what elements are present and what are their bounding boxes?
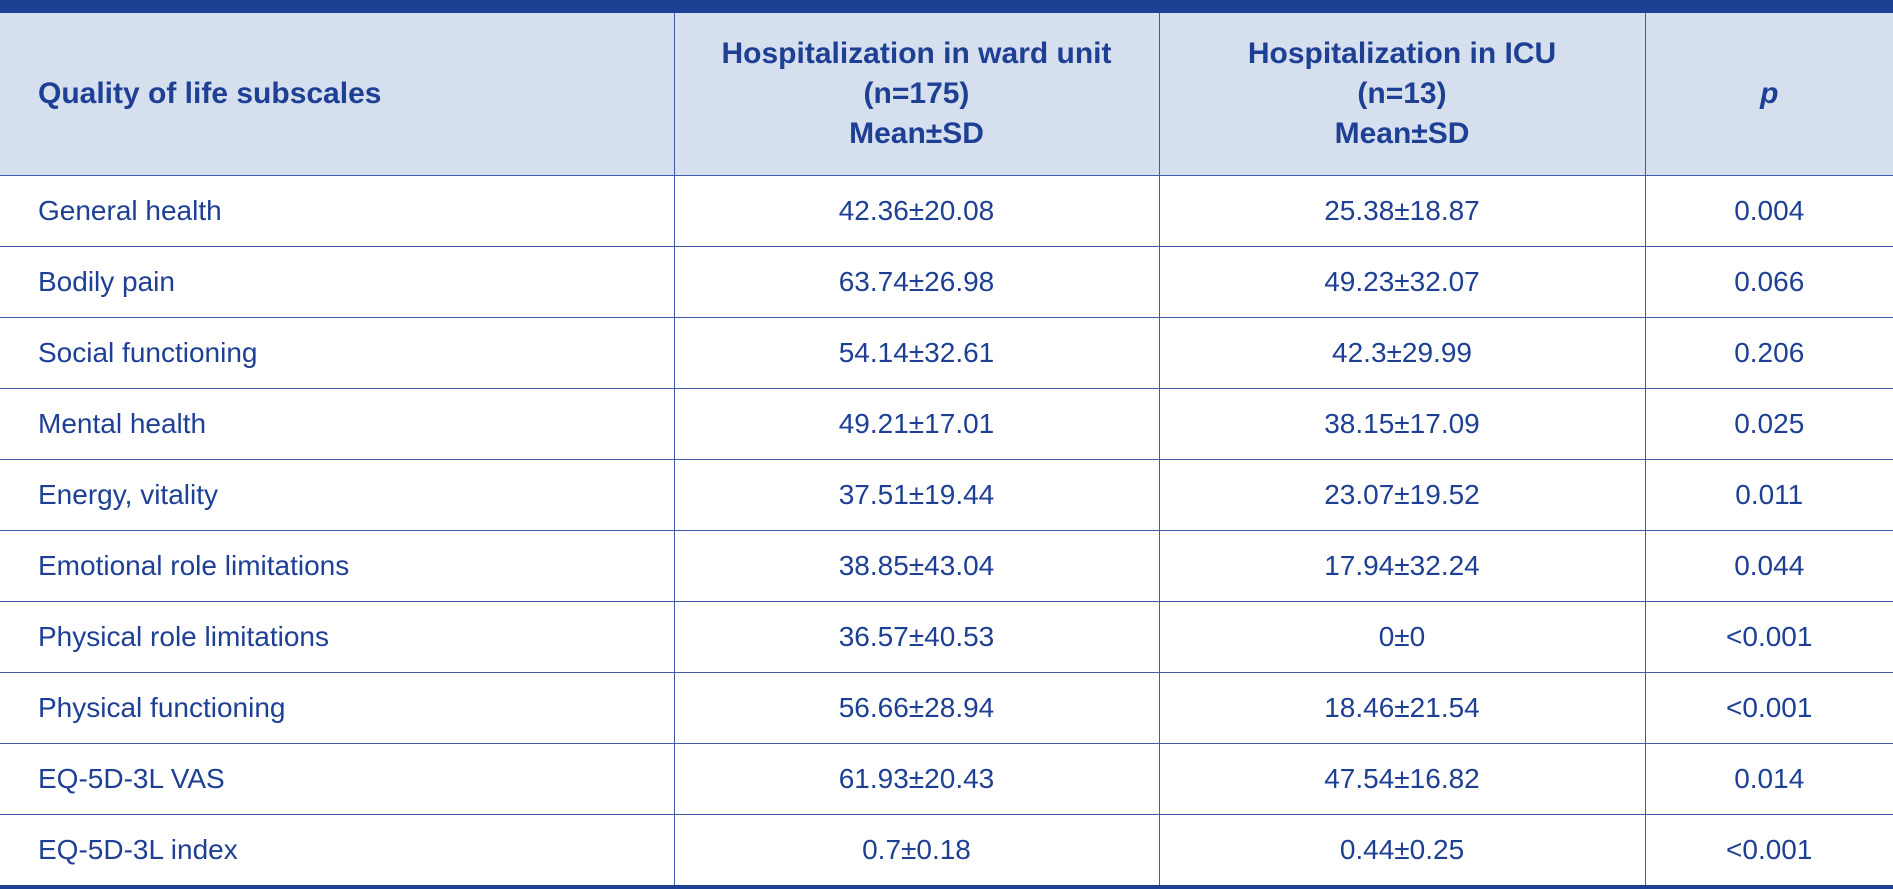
- header-p: p: [1644, 13, 1893, 176]
- cell-ward: 56.66±28.94: [673, 671, 1160, 744]
- cell-p: 0.025: [1644, 387, 1893, 460]
- cell-icu: 0±0: [1158, 600, 1646, 673]
- cell-subscale: Bodily pain: [0, 245, 675, 318]
- header-icu-title: Hospitalization in ICU: [1247, 36, 1557, 70]
- header-subscale: Quality of life subscales: [0, 13, 675, 176]
- cell-ward: 61.93±20.43: [673, 742, 1160, 815]
- cell-ward: 63.74±26.98: [673, 245, 1160, 318]
- table-row: Bodily pain 63.74±26.98 49.23±32.07 0.06…: [0, 245, 1893, 318]
- header-row: Quality of life subscales Hospitalizatio…: [0, 13, 1893, 176]
- table-body: General health 42.36±20.08 25.38±18.87 0…: [0, 174, 1893, 885]
- cell-subscale: General health: [0, 174, 675, 247]
- cell-p: 0.011: [1644, 458, 1893, 531]
- table-row: Physical functioning 56.66±28.94 18.46±2…: [0, 671, 1893, 744]
- table-row: Mental health 49.21±17.01 38.15±17.09 0.…: [0, 387, 1893, 460]
- cell-subscale: Mental health: [0, 387, 675, 460]
- table-header: Quality of life subscales Hospitalizatio…: [0, 13, 1893, 176]
- table-row: Social functioning 54.14±32.61 42.3±29.9…: [0, 316, 1893, 389]
- header-ward: Hospitalization in ward unit (n=175) Mea…: [673, 13, 1160, 176]
- table-row: Physical role limitations 36.57±40.53 0±…: [0, 600, 1893, 673]
- cell-ward: 42.36±20.08: [673, 174, 1160, 247]
- cell-icu: 17.94±32.24: [1158, 529, 1646, 602]
- cell-ward: 36.57±40.53: [673, 600, 1160, 673]
- table-row: Emotional role limitations 38.85±43.04 1…: [0, 529, 1893, 602]
- cell-p: <0.001: [1644, 671, 1893, 744]
- cell-ward: 38.85±43.04: [673, 529, 1160, 602]
- cell-p: 0.014: [1644, 742, 1893, 815]
- quality-of-life-table: Quality of life subscales Hospitalizatio…: [0, 13, 1893, 885]
- cell-p: 0.044: [1644, 529, 1893, 602]
- table-row: EQ-5D-3L index 0.7±0.18 0.44±0.25 <0.001: [0, 813, 1893, 885]
- table-row: Energy, vitality 37.51±19.44 23.07±19.52…: [0, 458, 1893, 531]
- cell-p: <0.001: [1644, 813, 1893, 885]
- cell-subscale: Social functioning: [0, 316, 675, 389]
- cell-p: 0.066: [1644, 245, 1893, 318]
- header-ward-title: Hospitalization in ward unit: [721, 36, 1112, 70]
- table-row: General health 42.36±20.08 25.38±18.87 0…: [0, 174, 1893, 247]
- cell-subscale: Energy, vitality: [0, 458, 675, 531]
- cell-p: 0.206: [1644, 316, 1893, 389]
- header-icu-stat: Mean±SD: [1334, 116, 1470, 150]
- cell-subscale: Physical role limitations: [0, 600, 675, 673]
- cell-subscale: Emotional role limitations: [0, 529, 675, 602]
- cell-ward: 37.51±19.44: [673, 458, 1160, 531]
- table-row: EQ-5D-3L VAS 61.93±20.43 47.54±16.82 0.0…: [0, 742, 1893, 815]
- cell-icu: 38.15±17.09: [1158, 387, 1646, 460]
- cell-ward: 49.21±17.01: [673, 387, 1160, 460]
- cell-p: 0.004: [1644, 174, 1893, 247]
- cell-icu: 23.07±19.52: [1158, 458, 1646, 531]
- cell-subscale: EQ-5D-3L index: [0, 813, 675, 885]
- cell-ward: 54.14±32.61: [673, 316, 1160, 389]
- cell-subscale: EQ-5D-3L VAS: [0, 742, 675, 815]
- cell-icu: 47.54±16.82: [1158, 742, 1646, 815]
- cell-ward: 0.7±0.18: [673, 813, 1160, 885]
- header-ward-n: (n=175): [863, 76, 970, 110]
- header-icu-n: (n=13): [1357, 76, 1447, 110]
- cell-p: <0.001: [1644, 600, 1893, 673]
- header-icu: Hospitalization in ICU (n=13) Mean±SD: [1158, 13, 1646, 176]
- cell-icu: 49.23±32.07: [1158, 245, 1646, 318]
- cell-icu: 18.46±21.54: [1158, 671, 1646, 744]
- cell-subscale: Physical functioning: [0, 671, 675, 744]
- cell-icu: 42.3±29.99: [1158, 316, 1646, 389]
- cell-icu: 0.44±0.25: [1158, 813, 1646, 885]
- header-ward-stat: Mean±SD: [849, 116, 984, 150]
- cell-icu: 25.38±18.87: [1158, 174, 1646, 247]
